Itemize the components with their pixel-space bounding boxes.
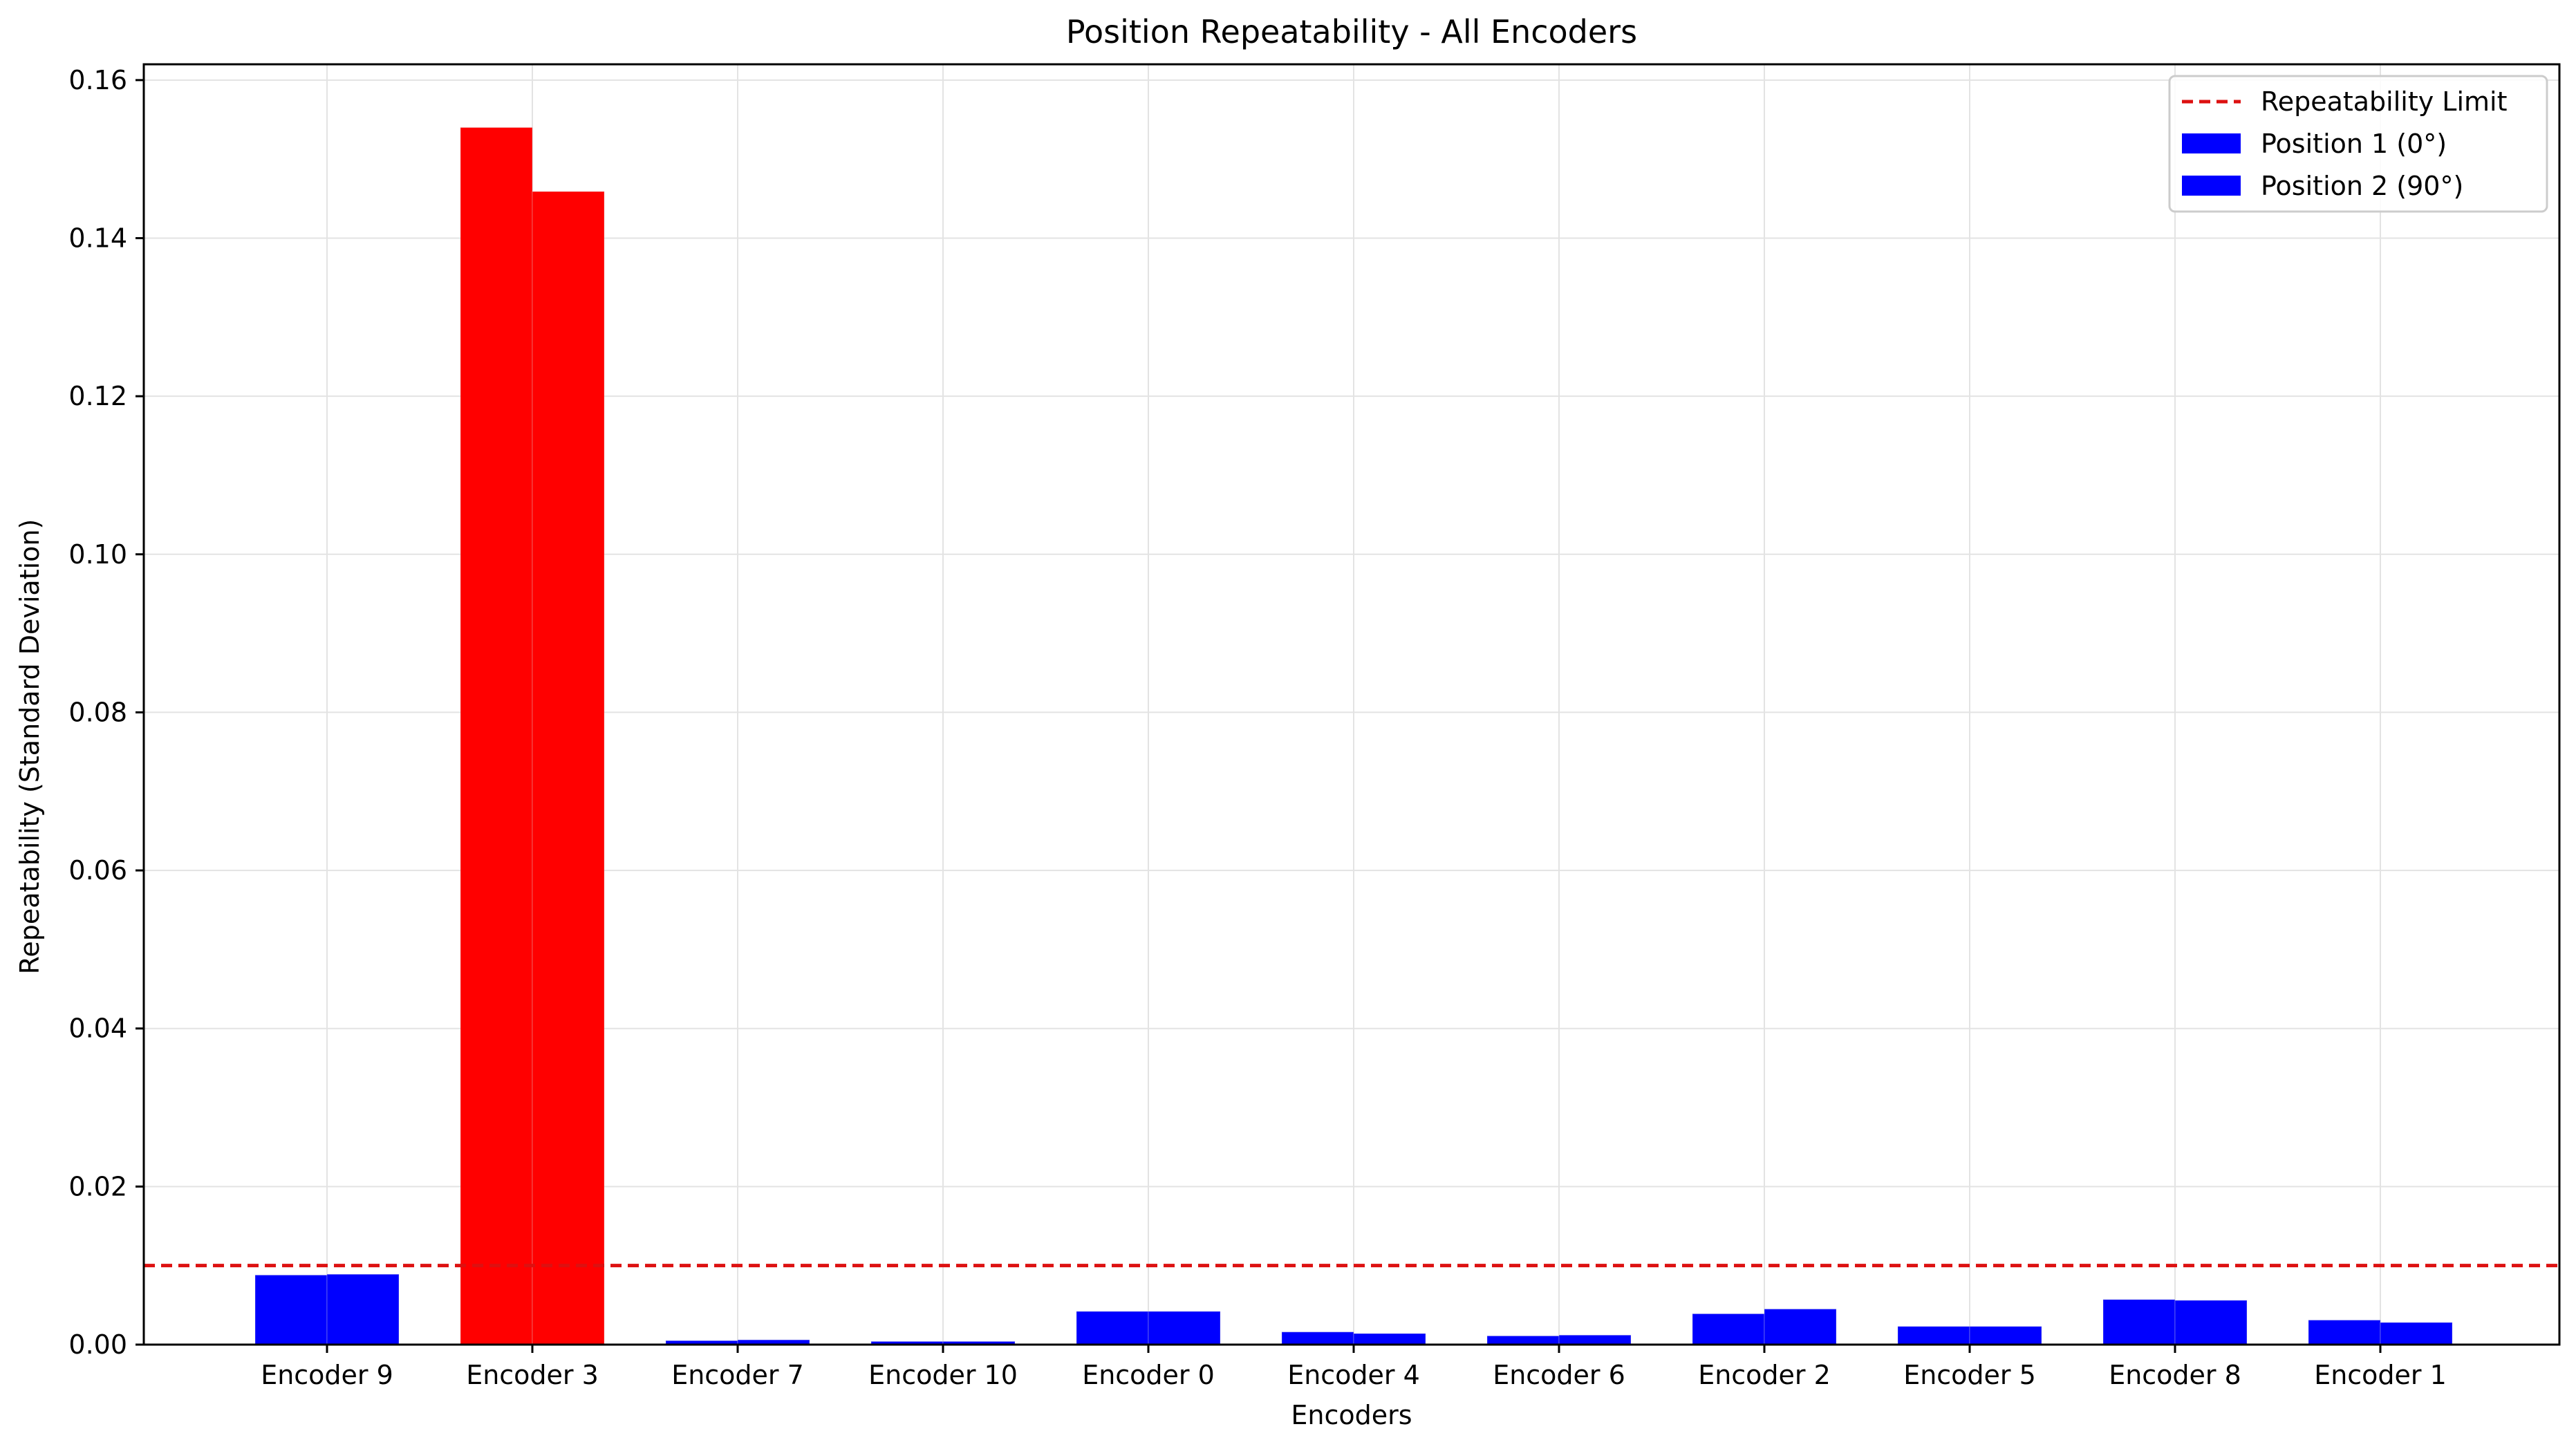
y-tick-label: 0.06 (68, 855, 127, 886)
x-tick-label: Encoder 8 (2109, 1360, 2241, 1390)
y-tick-label: 0.16 (68, 65, 127, 95)
legend-swatch-position-2 (2182, 176, 2241, 196)
x-tick-label: Encoder 6 (1493, 1360, 1625, 1390)
x-ticks: Encoder 9 Encoder 3 Encoder 7 Encoder 10 Enc… (261, 1345, 2447, 1390)
x-tick-label: Encoder 3 (466, 1360, 599, 1390)
bar-encoder-8-position-1 (2102, 1299, 2176, 1345)
x-tick-label: Encoder 7 (671, 1360, 804, 1390)
y-tick-label: 0.12 (68, 381, 127, 411)
y-tick-label: 0.04 (68, 1013, 127, 1044)
x-tick-label: Encoder 5 (1903, 1360, 2036, 1390)
bar-encoder-6-position-2 (1558, 1334, 1632, 1345)
plot-frame (142, 63, 2561, 1346)
bar-encoder-6-position-1 (1486, 1335, 1560, 1345)
bar-encoder-2-position-2 (1764, 1309, 1837, 1345)
legend-label-position-1: Position 1 (0°) (2261, 129, 2447, 159)
y-tick-label: 0.10 (68, 539, 127, 570)
bar-encoder-0-position-2 (1148, 1311, 1221, 1345)
legend: Repeatability Limit Position 1 (0°) Posi… (2168, 75, 2548, 213)
chart-title: Position Repeatability - All Encoders (1066, 13, 1637, 50)
legend-swatch-position-1 (2182, 133, 2241, 153)
bar-encoder-4-position-2 (1353, 1333, 1426, 1345)
legend-box (2168, 75, 2548, 213)
bar-encoder-1-position-1 (2308, 1320, 2381, 1345)
legend-label-repeatability-limit: Repeatability Limit (2261, 86, 2508, 117)
x-tick-label: Encoder 0 (1082, 1360, 1215, 1390)
x-tick-label: Encoder 4 (1287, 1360, 1420, 1390)
x-axis-label: Encoders (1291, 1400, 1412, 1430)
bar-encoder-3-position-2 (532, 191, 605, 1345)
bar-encoder-4-position-1 (1281, 1331, 1354, 1345)
x-tick-label: Encoder 10 (868, 1360, 1018, 1390)
bar-encoder-5-position-2 (1969, 1326, 2042, 1345)
y-tick-label: 0.02 (68, 1171, 127, 1202)
y-tick-label: 0.00 (68, 1329, 127, 1360)
bar-encoder-2-position-1 (1692, 1313, 1765, 1345)
x-tick-label: Encoder 9 (261, 1360, 393, 1390)
y-tick-label: 0.14 (68, 223, 127, 254)
y-ticks: 0.00 0.02 0.04 0.06 0.08 0.10 0.12 0.14 0.16 (68, 65, 144, 1360)
y-axis-label: Repeatability (Standard Deviation) (15, 519, 45, 975)
bar-encoder-1-position-2 (2380, 1322, 2453, 1345)
bar-encoder-9-position-2 (326, 1273, 400, 1345)
x-tick-label: Encoder 2 (1698, 1360, 1831, 1390)
bar-encoder-8-position-2 (2174, 1300, 2248, 1345)
y-tick-label: 0.08 (68, 697, 127, 727)
bar-encoder-5-position-1 (1897, 1326, 1970, 1345)
bar-encoder-3-position-1 (460, 127, 533, 1345)
bars (254, 127, 2453, 1345)
bar-encoder-9-position-1 (254, 1274, 328, 1345)
legend-label-position-2: Position 2 (90°) (2261, 171, 2463, 201)
bar-encoder-0-position-1 (1076, 1311, 1149, 1345)
x-tick-label: Encoder 1 (2314, 1360, 2447, 1390)
